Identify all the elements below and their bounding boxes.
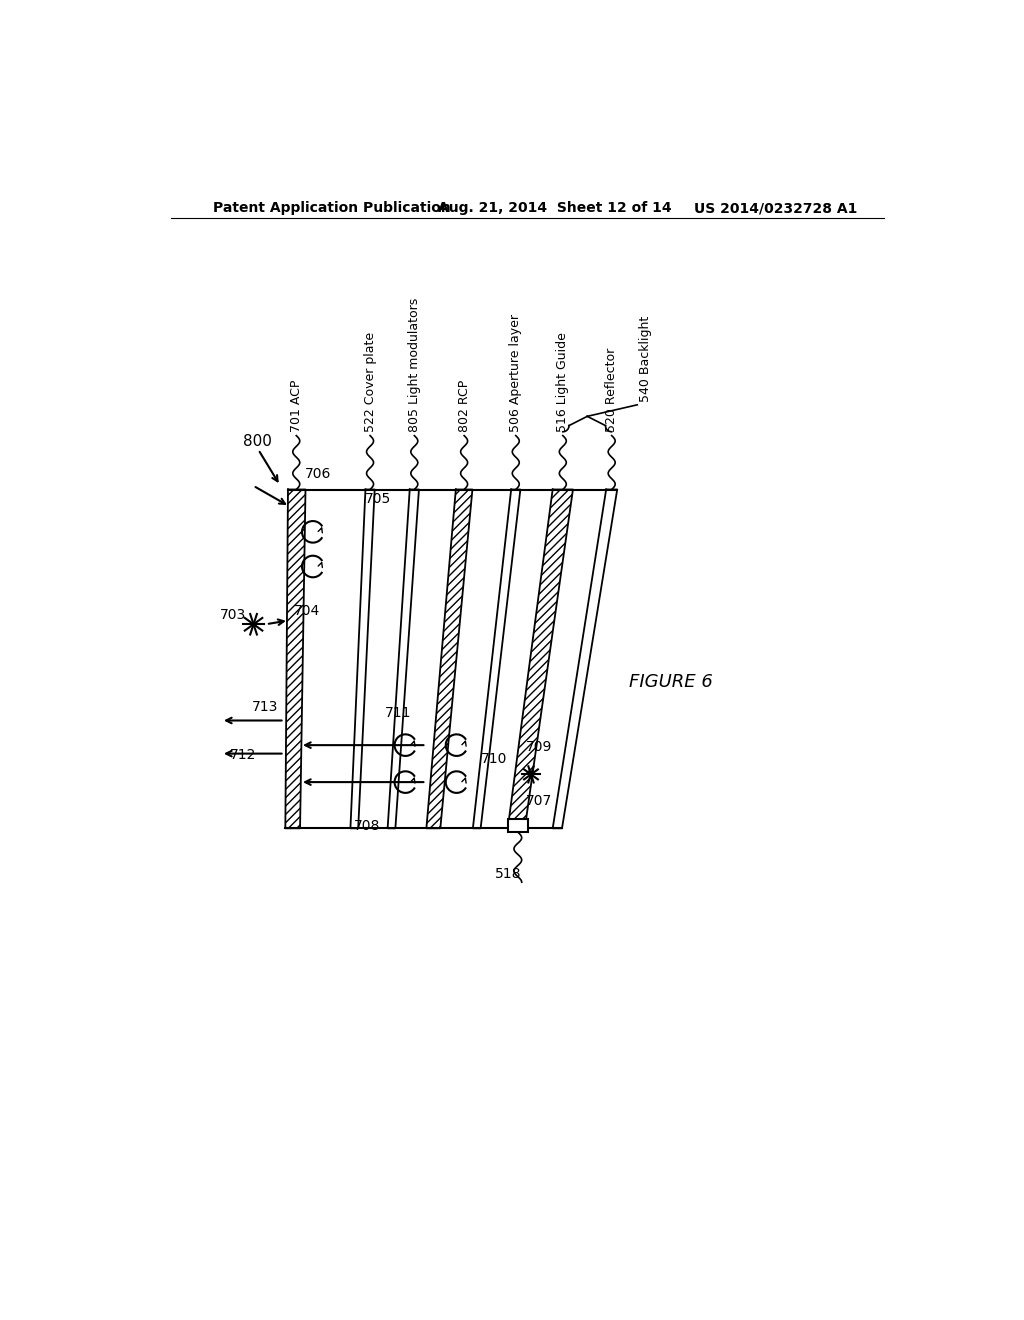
- Text: 805 Light modulators: 805 Light modulators: [408, 297, 421, 432]
- Text: 540 Backlight: 540 Backlight: [639, 317, 651, 403]
- Polygon shape: [426, 490, 472, 829]
- Text: 706: 706: [305, 467, 331, 480]
- Text: 701 ACP: 701 ACP: [290, 379, 303, 432]
- Text: 522 Cover plate: 522 Cover plate: [364, 331, 377, 432]
- Polygon shape: [350, 490, 375, 829]
- Text: 802 RCP: 802 RCP: [458, 380, 471, 432]
- Bar: [508, 818, 528, 832]
- Text: Patent Application Publication: Patent Application Publication: [213, 202, 451, 215]
- Text: 710: 710: [480, 752, 507, 766]
- Text: 712: 712: [230, 748, 257, 762]
- Text: 516 Light Guide: 516 Light Guide: [556, 331, 569, 432]
- Text: 705: 705: [366, 492, 391, 507]
- Text: 704: 704: [294, 605, 321, 618]
- Text: 713: 713: [252, 700, 279, 714]
- Text: 520 Reflector: 520 Reflector: [605, 347, 618, 432]
- Text: 707: 707: [525, 795, 552, 808]
- Text: 506 Aperture layer: 506 Aperture layer: [509, 314, 522, 432]
- Polygon shape: [473, 490, 520, 829]
- Text: 708: 708: [354, 818, 381, 833]
- Text: FIGURE 6: FIGURE 6: [629, 673, 713, 690]
- Polygon shape: [553, 490, 617, 829]
- Text: 518: 518: [496, 867, 522, 882]
- Polygon shape: [388, 490, 419, 829]
- Polygon shape: [286, 490, 305, 829]
- Text: 703: 703: [219, 609, 246, 622]
- Text: US 2014/0232728 A1: US 2014/0232728 A1: [693, 202, 857, 215]
- Text: 709: 709: [526, 741, 553, 754]
- Text: 711: 711: [385, 706, 412, 719]
- Text: 800: 800: [243, 434, 271, 449]
- Polygon shape: [508, 490, 573, 829]
- Text: Aug. 21, 2014  Sheet 12 of 14: Aug. 21, 2014 Sheet 12 of 14: [438, 202, 672, 215]
